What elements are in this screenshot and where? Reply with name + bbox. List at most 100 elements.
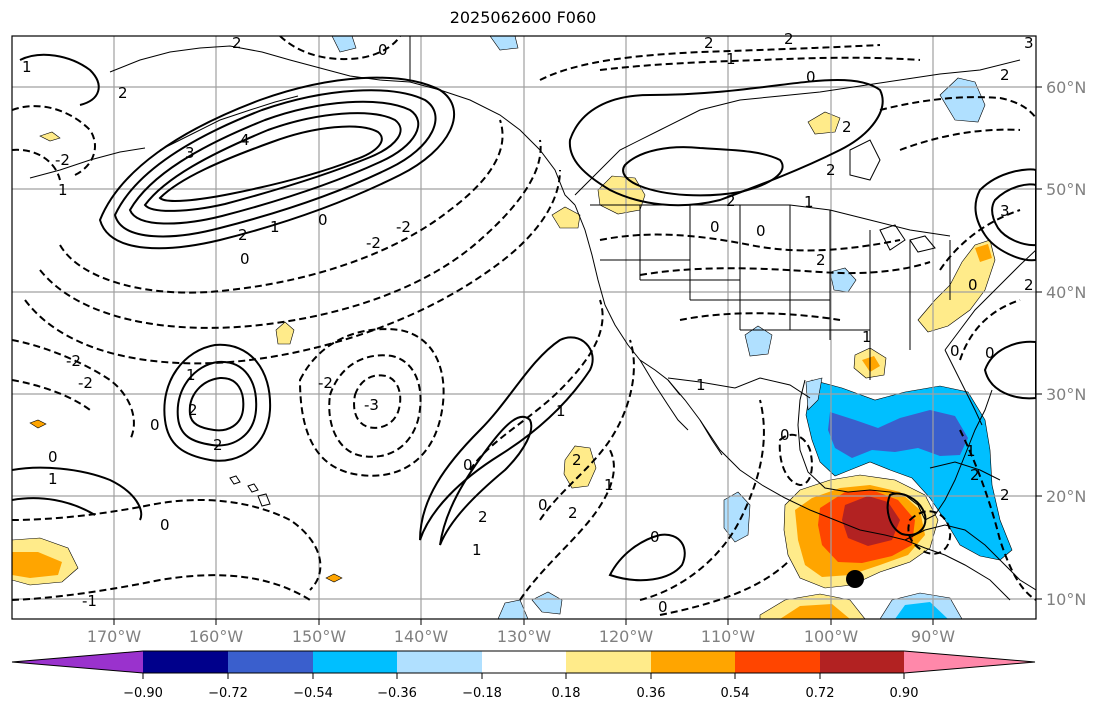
contour-positive-gulf bbox=[886, 492, 927, 536]
contour-label: 1 bbox=[862, 328, 872, 346]
lon-label: 120°W bbox=[599, 627, 654, 646]
colorbar-tick-label: −0.54 bbox=[293, 686, 333, 701]
colorbar-tick-label: 0.72 bbox=[806, 686, 835, 701]
contour-label: -2 bbox=[66, 352, 81, 370]
hawaii bbox=[229, 475, 271, 507]
colorbar-bin bbox=[735, 651, 820, 673]
lon-label: 90°W bbox=[911, 627, 955, 646]
contour-label: 0 bbox=[658, 598, 668, 616]
coastlines bbox=[29, 36, 1036, 601]
shade-mexico-positive-max bbox=[842, 496, 900, 546]
contour-label: 0 bbox=[378, 41, 388, 59]
lat-label: 60°N bbox=[1046, 78, 1086, 97]
contour-label: 2 bbox=[1000, 486, 1010, 504]
shade-east-positive bbox=[917, 239, 996, 333]
colorbar-bin bbox=[566, 651, 651, 673]
us-mexico-border bbox=[667, 377, 811, 399]
contour-negative-us-2 bbox=[639, 261, 931, 276]
contour-positive-east-3 bbox=[983, 340, 1036, 400]
contour-label: 0 bbox=[985, 344, 995, 362]
axis-ticks bbox=[113, 86, 1042, 625]
colorbar: −0.90 −0.72 −0.54 −0.36 −0.18 0.18 0.36 … bbox=[11, 650, 1036, 701]
shade-tiny-positive bbox=[325, 573, 343, 583]
shade-mexpac-negative bbox=[723, 491, 751, 543]
east-coast bbox=[944, 249, 1036, 351]
lon-label: 100°W bbox=[804, 627, 859, 646]
contour-positive-east-2 bbox=[991, 183, 1036, 247]
contour-negative-subtropical-3 bbox=[353, 374, 402, 429]
longitude-labels: 170°W 160°W 150°W 140°W 130°W 120°W 110°… bbox=[87, 627, 955, 646]
contour-label: 1 bbox=[556, 402, 566, 420]
contour-label: -2 bbox=[366, 234, 381, 252]
shade-south-negative-mid bbox=[895, 602, 948, 619]
contour-label: 0 bbox=[48, 448, 58, 466]
contour-label: 2 bbox=[704, 34, 714, 52]
shade-south-negative-small2 bbox=[531, 591, 563, 615]
lon-label: 170°W bbox=[87, 627, 142, 646]
lat-label: 20°N bbox=[1046, 487, 1086, 506]
contour-negative-nw-2 bbox=[12, 148, 61, 181]
contour-negative-pacific-1 bbox=[39, 139, 542, 329]
contour-label: 2 bbox=[970, 466, 980, 484]
cuba bbox=[929, 461, 1001, 481]
lon-label: 110°W bbox=[701, 627, 756, 646]
contour-label: 1 bbox=[604, 476, 614, 494]
contour-label: 2 bbox=[572, 451, 582, 469]
contour-label: 1 bbox=[804, 193, 814, 211]
contour-label: 0 bbox=[160, 516, 170, 534]
contour-label: -2 bbox=[318, 374, 333, 392]
contour-negative-central-2 bbox=[539, 339, 635, 521]
shade-baja-positive bbox=[563, 445, 597, 489]
map-title: 2025062600 F060 bbox=[449, 8, 597, 27]
contour-label: 1 bbox=[966, 442, 976, 460]
contour-label: 2 bbox=[1024, 276, 1034, 294]
lon-label: 130°W bbox=[497, 627, 552, 646]
colorbar-extend-right bbox=[904, 651, 1035, 673]
shade-hudson-negative bbox=[939, 77, 986, 123]
contour-label: 2 bbox=[478, 508, 488, 526]
central-america bbox=[904, 524, 1036, 591]
colorbar-bin bbox=[228, 651, 313, 673]
contour-label: 0 bbox=[780, 426, 790, 444]
contour-label: -3 bbox=[364, 396, 379, 414]
contour-negative-hudson bbox=[879, 96, 1036, 119]
contour-label: 3 bbox=[185, 144, 195, 162]
lon-label: 140°W bbox=[394, 627, 449, 646]
shade-texas-positive-mid bbox=[862, 356, 880, 372]
contour-label: -2 bbox=[396, 218, 411, 236]
contour-label: 2 bbox=[188, 401, 198, 419]
west-coast-us bbox=[574, 204, 681, 396]
positive-contours bbox=[12, 53, 1036, 582]
contour-label: 2 bbox=[1000, 66, 1010, 84]
shade-west-positive-mid bbox=[12, 552, 62, 578]
colorbar-tick-label: −0.90 bbox=[123, 686, 163, 701]
contour-label: 0 bbox=[318, 211, 328, 229]
colorbar-tick-label: 0.54 bbox=[721, 686, 750, 701]
colorbar-bin bbox=[397, 651, 482, 673]
contour-label: 2 bbox=[784, 30, 794, 48]
contour-label: 2 bbox=[842, 118, 852, 136]
contour-label: 0 bbox=[650, 528, 660, 546]
contour-negative-pacific-2 bbox=[24, 169, 561, 365]
contour-positive-hawaii-low-1 bbox=[163, 343, 272, 462]
contour-positive-pacific-jet-4 bbox=[143, 112, 402, 212]
shade-wa-positive bbox=[551, 206, 581, 229]
lat-label: 30°N bbox=[1046, 385, 1086, 404]
shade-south-positive-mid bbox=[780, 604, 850, 619]
colorbar-tick-label: −0.18 bbox=[462, 686, 502, 701]
contour-negative-canada-2 bbox=[599, 56, 921, 71]
contour-label: 0 bbox=[950, 342, 960, 360]
contour-label: 0 bbox=[538, 496, 548, 514]
florida bbox=[944, 349, 983, 426]
contour-label: -2 bbox=[78, 374, 93, 392]
contour-positive-hawaii-low-3 bbox=[188, 376, 245, 432]
contour-negative-caribbean bbox=[959, 429, 1036, 601]
contour-positive-canada bbox=[568, 79, 884, 207]
shade-hawaii-positive bbox=[275, 321, 295, 345]
contour-negative-top bbox=[279, 36, 401, 61]
contour-positive-central-pacific bbox=[419, 336, 594, 541]
contour-negative-gulf-alaska bbox=[59, 119, 504, 294]
contour-negative-west-4 bbox=[12, 574, 311, 601]
contour-positive-nw bbox=[19, 53, 100, 106]
contour-positive-mexpac bbox=[608, 533, 686, 582]
